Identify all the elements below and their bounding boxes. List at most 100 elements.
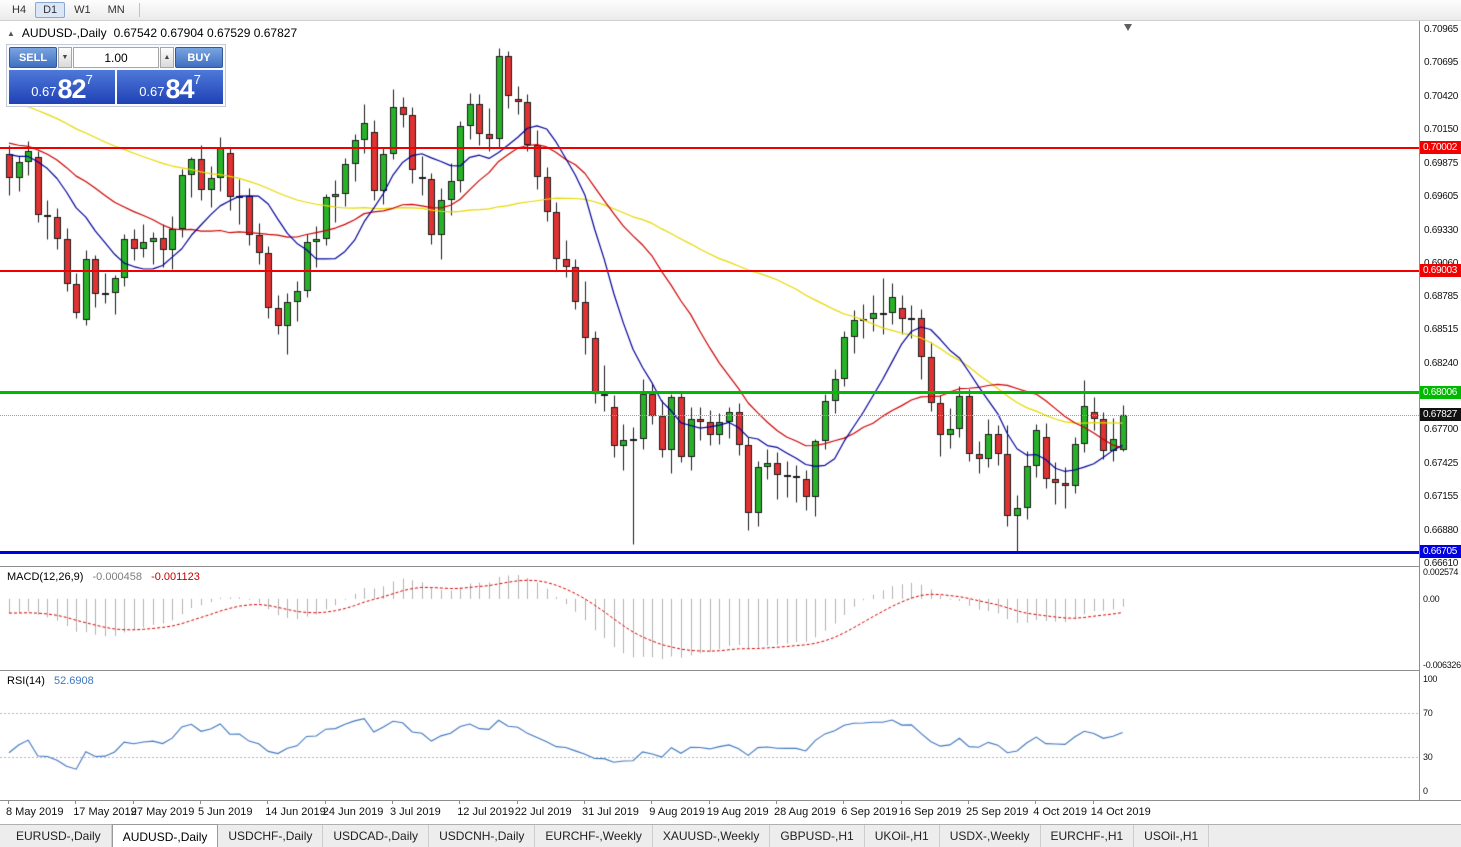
- macd-indicator-name: MACD(12,26,9): [7, 571, 84, 583]
- chart-tab-eurusd-daily[interactable]: EURUSD-,Daily: [6, 825, 112, 847]
- time-axis-label: 31 Jul 2019: [582, 800, 639, 818]
- buy-button[interactable]: BUY: [175, 47, 223, 68]
- buy-price-pip: 7: [193, 72, 201, 87]
- price-axis-tick: 0.70420: [1424, 90, 1459, 102]
- time-axis-label: 8 May 2019: [6, 800, 64, 818]
- rsi-indicator-name: RSI(14): [7, 675, 45, 687]
- rsi-axis-tick: 100: [1423, 674, 1438, 684]
- volume-up-button[interactable]: ▲: [160, 47, 174, 68]
- chart-tab-usdcad-daily[interactable]: USDCAD-,Daily: [323, 825, 430, 847]
- one-click-buttons-row: SELL ▼ 1.00 ▲ BUY: [9, 47, 223, 68]
- chart-tab-usdchf-daily[interactable]: USDCHF-,Daily: [218, 825, 324, 847]
- chart-tab-usoil-h1[interactable]: USOil-,H1: [1134, 825, 1210, 847]
- time-axis-label: 19 Aug 2019: [706, 800, 769, 818]
- chart-tab-eurchf-weekly[interactable]: EURCHF-,Weekly: [535, 825, 653, 847]
- rsi-axis-tick: 70: [1423, 707, 1433, 718]
- price-axis-tick: 0.70150: [1424, 123, 1459, 135]
- macd-label-row: MACD(12,26,9) -0.000458 -0.001123: [7, 571, 200, 583]
- price-axis-tick: 0.69875: [1424, 157, 1459, 169]
- timeframe-button-group: H4 D1 W1 MN: [4, 2, 133, 18]
- sell-button[interactable]: SELL: [9, 47, 57, 68]
- volume-down-button[interactable]: ▼: [58, 47, 72, 68]
- chart-tab-usdcnh-daily[interactable]: USDCNH-,Daily: [429, 825, 536, 847]
- price-axis-tick: 0.69060: [1424, 258, 1458, 269]
- toolbar-separator: [138, 3, 140, 17]
- buy-price-display[interactable]: 0.67 84 7: [117, 70, 223, 104]
- chart-tab-eurchf-h1[interactable]: EURCHF-,H1: [1041, 825, 1135, 847]
- chart-tab-ukoil-h1[interactable]: UKOil-,H1: [865, 825, 940, 847]
- rsi-pane-divider[interactable]: [0, 670, 1461, 671]
- chart-tab-bar: EURUSD-,Daily AUDUSD-,Daily USDCHF-,Daily U…: [0, 824, 1461, 847]
- chevron-up-icon: ▲: [163, 54, 171, 61]
- time-axis-label: 24 Jun 2019: [322, 800, 384, 818]
- price-axis-tick: 0.68515: [1424, 324, 1459, 336]
- timeframe-button-w1[interactable]: W1: [66, 2, 99, 18]
- time-axis-label: 9 Aug 2019: [649, 800, 705, 818]
- time-axis-label: 22 Jul 2019: [514, 800, 572, 818]
- one-click-toggle-icon[interactable]: ▲: [7, 28, 15, 38]
- time-axis-label: 14 Oct 2019: [1090, 800, 1151, 818]
- timeframe-button-mn[interactable]: MN: [100, 2, 133, 18]
- timeframe-toolbar: H4 D1 W1 MN: [0, 0, 1461, 21]
- time-axis[interactable]: 8 May 2019 17 May 2019 27 May 2019 5 Jun 20…: [0, 800, 1461, 824]
- time-axis-label: 17 May 2019: [73, 800, 137, 818]
- time-axis-label: 6 Sep 2019: [841, 800, 898, 818]
- sell-price-pip: 7: [85, 72, 93, 87]
- rsi-value: 52.6908: [53, 675, 94, 687]
- macd-pane-divider[interactable]: [0, 566, 1461, 567]
- sell-price-main: 82: [57, 74, 87, 104]
- price-level-badge: 0.70002: [1420, 141, 1461, 155]
- one-click-trading-panel: SELL ▼ 1.00 ▲ BUY 0.67 82 7 0.67 84 7: [6, 44, 226, 107]
- rsi-indicator-canvas[interactable]: [0, 671, 1419, 800]
- macd-axis-tick: -0.006326: [1423, 660, 1461, 670]
- price-axis[interactable]: 0.70965 0.70695 0.70420 0.70150 0.69875 0.696…: [1419, 21, 1461, 800]
- sell-price-display[interactable]: 0.67 82 7: [9, 70, 115, 104]
- chart-tab-usdx-weekly[interactable]: USDX-,Weekly: [940, 825, 1041, 847]
- time-axis-label: 3 Jul 2019: [390, 800, 441, 818]
- price-level-badge: 0.69003: [1420, 263, 1461, 277]
- one-click-prices-row: 0.67 82 7 0.67 84 7: [9, 70, 223, 104]
- rsi-label-row: RSI(14) 52.6908: [7, 675, 94, 687]
- time-axis-label: 4 Oct 2019: [1033, 800, 1088, 818]
- time-axis-label: 5 Jun 2019: [198, 800, 253, 818]
- price-axis-tick: 0.67155: [1424, 491, 1459, 503]
- price-axis-tick: 0.67425: [1424, 458, 1459, 470]
- price-level-badge: 0.68006: [1420, 385, 1461, 399]
- price-axis-tick: 0.66880: [1424, 524, 1459, 536]
- timeframe-button-h4[interactable]: H4: [4, 2, 34, 18]
- chart-tab-gbpusd-h1[interactable]: GBPUSD-,H1: [770, 825, 865, 847]
- time-axis-label: 14 Jun 2019: [265, 800, 326, 818]
- price-axis-tick: 0.66610: [1424, 558, 1459, 570]
- price-axis-tick: 0.69330: [1424, 224, 1459, 236]
- sell-price-prefix: 0.67: [31, 84, 57, 99]
- chevron-down-icon: ▼: [61, 54, 69, 61]
- price-chart-canvas[interactable]: [0, 21, 1419, 566]
- price-axis-tick: 0.67700: [1424, 424, 1459, 436]
- price-axis-tick: 0.68240: [1424, 358, 1459, 370]
- macd-axis-tick: 0.00: [1423, 593, 1440, 604]
- chart-shift-marker-icon[interactable]: [1124, 24, 1132, 31]
- price-axis-tick: 0.69605: [1424, 190, 1459, 202]
- chart-tab-audusd-daily[interactable]: AUDUSD-,Daily: [111, 824, 219, 847]
- buy-price-main: 84: [165, 74, 195, 104]
- macd-indicator-canvas[interactable]: [0, 567, 1419, 670]
- price-axis-tick: 0.70695: [1424, 57, 1459, 69]
- chart-symbol-period: AUDUSD-,Daily: [21, 26, 107, 40]
- time-axis-label: 25 Sep 2019: [966, 800, 1029, 818]
- price-level-badge: 0.66705: [1420, 545, 1461, 559]
- time-axis-label: 28 Aug 2019: [774, 800, 836, 818]
- buy-price-prefix: 0.67: [139, 84, 165, 99]
- time-axis-label: 27 May 2019: [130, 800, 195, 818]
- volume-input[interactable]: 1.00: [73, 47, 159, 68]
- rsi-axis-tick: 30: [1423, 752, 1433, 763]
- macd-main-value: -0.000458: [92, 571, 143, 583]
- chart-ohlc-values: 0.67542 0.67904 0.67529 0.67827: [113, 26, 298, 40]
- price-axis-tick: 0.70965: [1424, 24, 1459, 35]
- chart-title-row: ▲ AUDUSD-,Daily 0.67542 0.67904 0.67529 …: [7, 26, 297, 40]
- chart-window: ▲ AUDUSD-,Daily 0.67542 0.67904 0.67529 …: [0, 21, 1461, 824]
- rsi-axis-tick: 0: [1423, 786, 1428, 796]
- macd-signal-value: -0.001123: [151, 571, 200, 583]
- chart-tab-xauusd-weekly[interactable]: XAUUSD-,Weekly: [653, 825, 771, 847]
- timeframe-button-d1[interactable]: D1: [35, 2, 66, 18]
- current-price-badge: 0.67827: [1420, 407, 1461, 421]
